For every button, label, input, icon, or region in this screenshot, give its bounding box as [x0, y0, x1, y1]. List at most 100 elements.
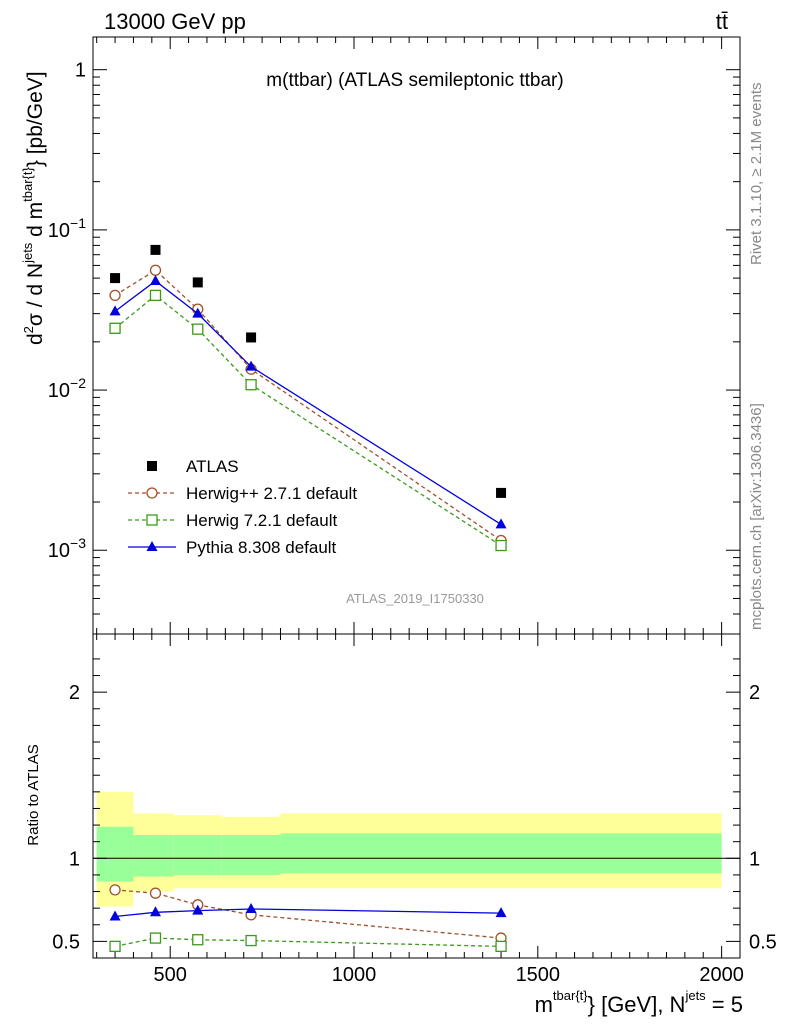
ratio-axis-ticks — [93, 634, 740, 958]
xlabel-jets: jets — [684, 988, 706, 1003]
ylabel-dm: d m — [24, 202, 47, 243]
data-point — [149, 289, 162, 302]
ratio-y-tick-label-left: 0.5 — [52, 931, 80, 953]
main-series-group — [109, 244, 507, 552]
data-point — [109, 322, 121, 334]
data-point — [109, 289, 121, 302]
x-tick-label: 2000 — [699, 964, 744, 986]
header-process-label: tt̄ — [716, 9, 728, 34]
ratio-band-inner — [133, 835, 174, 877]
x-tick-label: 1500 — [516, 964, 561, 986]
main-y-tick-labels: 110−110−210−3 — [48, 60, 86, 563]
tick-label-exponent: −1 — [70, 215, 86, 231]
tick-label-exponent: −3 — [70, 535, 86, 551]
series-pythia-8-308-default — [109, 274, 507, 529]
ratio-y-tick-label-right: 2 — [749, 682, 760, 704]
ratio-point — [495, 907, 507, 918]
ratio-y-tick-label-right: 0.5 — [749, 931, 777, 953]
ratio-series-herwig-2-7-1-default — [109, 884, 507, 944]
data-point — [246, 332, 257, 343]
main-panel: 110−110−210−3 m(ttbar) (ATLAS semilepton… — [48, 36, 741, 635]
ratio-point — [109, 884, 121, 896]
data-point — [496, 487, 507, 498]
data-point — [495, 518, 507, 529]
ratio-band-inner — [96, 826, 134, 882]
tick-label-base: 10 — [48, 380, 70, 402]
ratio-series-group — [109, 884, 507, 953]
ratio-line-pythia-8-308-default — [114, 908, 502, 918]
x-tick-label: 1000 — [332, 964, 377, 986]
ratio-point — [149, 932, 162, 944]
legend-marker — [147, 461, 157, 471]
header-energy-label: 13000 GeV pp — [104, 9, 246, 34]
data-point — [109, 305, 121, 316]
ratio-point — [192, 934, 204, 946]
ratio-y-axis-label: Ratio to ATLAS — [25, 744, 42, 845]
ylabel-d: d — [24, 333, 47, 345]
legend-entry-pythia-8-308-default: Pythia 8.308 default — [128, 538, 337, 557]
main-axis-ticks — [93, 37, 740, 635]
series-herwig-7-2-1-default — [109, 289, 507, 552]
ratio-point — [192, 904, 204, 915]
data-point — [192, 277, 203, 288]
ratio-point — [245, 934, 257, 947]
xlabel-m: m — [535, 992, 553, 1017]
ratio-point — [109, 910, 121, 921]
main-y-tick-label: 1 — [75, 60, 86, 82]
ratio-band-inner — [173, 835, 222, 875]
legend-label: Herwig++ 2.7.1 default — [186, 484, 357, 503]
legend-marker — [146, 541, 158, 551]
x-tick-label: 500 — [154, 964, 187, 986]
legend-label: Pythia 8.308 default — [186, 538, 337, 557]
xlabel-unit: } [GeV], N — [588, 992, 686, 1017]
data-point — [495, 539, 507, 552]
tick-label-base: 10 — [48, 220, 70, 242]
legend-label: Herwig 7.2.1 default — [186, 511, 337, 530]
legend-entry-herwig-2-7-1-default: Herwig++ 2.7.1 default — [128, 484, 357, 503]
rivet-version-label: Rivet 3.1.10, ≥ 2.1M events — [748, 83, 765, 266]
ylabel-sigma: σ — [24, 313, 47, 326]
ratio-uncertainty-bands — [93, 791, 740, 907]
series-atlas — [110, 244, 507, 498]
legend-entry-atlas: ATLAS — [147, 457, 239, 476]
legend: ATLAS Herwig++ 2.7.1 default Herwig 7.2.1 … — [128, 457, 357, 557]
data-point — [149, 274, 161, 285]
series-line-herwig-7-2-1-default — [114, 294, 502, 547]
ylabel-mid: / d N — [24, 263, 47, 313]
ratio-series-herwig-7-2-1-default — [109, 932, 507, 953]
ratio-y-tick-label-right: 1 — [749, 848, 760, 870]
xlabel-eq: = 5 — [706, 992, 743, 1017]
tick-label-exponent: −2 — [70, 375, 86, 391]
data-point — [245, 379, 257, 391]
ylabel-unit: } [pb/GeV] — [24, 71, 47, 167]
xlabel-tbar: tbar{t} — [553, 988, 588, 1003]
ratio-band-inner — [221, 835, 281, 875]
data-point — [192, 307, 204, 318]
legend-label: ATLAS — [186, 457, 239, 476]
ratio-panel: 2 2 1 1 0.5 0.5 500 1000 1500 2000 — [52, 633, 777, 986]
data-point — [110, 273, 121, 284]
ylabel-sup2: 2 — [21, 326, 36, 333]
ratio-point — [149, 887, 162, 899]
ratio-series-pythia-8-308-default — [109, 902, 507, 921]
legend-marker — [146, 514, 158, 526]
legend-entry-herwig-7-2-1-default: Herwig 7.2.1 default — [128, 511, 337, 530]
analysis-watermark: ATLAS_2019_I1750330 — [346, 591, 484, 606]
data-point — [192, 323, 204, 335]
ratio-band-inner — [280, 833, 722, 874]
ratio-line-herwig-7-2-1-default — [114, 937, 502, 948]
chart-title: m(ttbar) (ATLAS semileptonic ttbar) — [266, 70, 563, 91]
ylabel-tbar: tbar{t} — [20, 166, 35, 201]
legend-marker — [146, 487, 158, 499]
ratio-point — [495, 940, 507, 953]
x-axis-label: mtbar{t}} [GeV], Njets = 5 — [535, 988, 743, 1017]
ratio-point — [109, 940, 121, 953]
ratio-plot-frame — [92, 633, 741, 959]
ratio-point — [245, 902, 257, 913]
main-y-tick-label: 10−1 — [48, 215, 86, 242]
data-point — [149, 264, 162, 276]
ratio-y-tick-label-left: 2 — [69, 682, 80, 704]
ylabel-jets: jets — [20, 242, 35, 264]
ratio-y-tick-label-left: 1 — [69, 848, 80, 870]
